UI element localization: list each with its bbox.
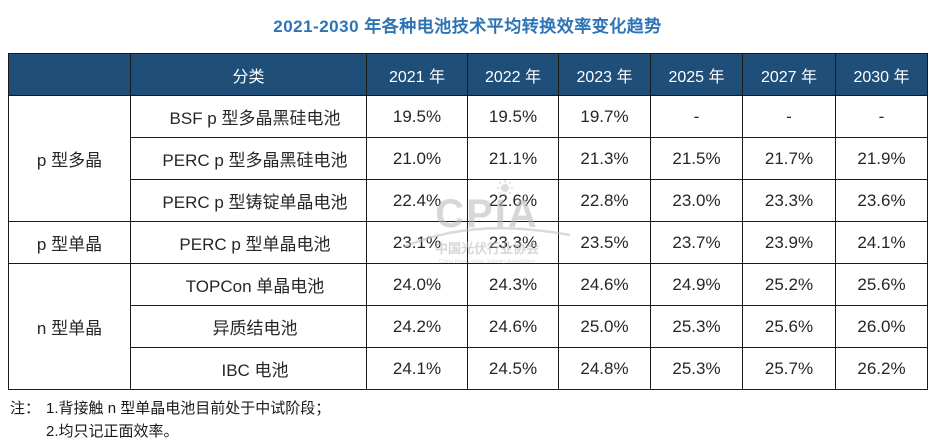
value-cell: 26.2% (835, 347, 928, 390)
value-cell: 22.4% (366, 179, 468, 222)
value-cell: 24.5% (467, 347, 559, 390)
value-cell: 25.0% (558, 305, 651, 348)
value-cell: 19.5% (366, 95, 468, 138)
value-cell: 24.6% (558, 263, 651, 306)
value-cell: 25.3% (650, 347, 743, 390)
header-year-2021: 2021 年 (366, 53, 468, 96)
category-cell: PERC p 型多晶黑硅电池 (130, 137, 367, 180)
value-cell: 21.7% (742, 137, 836, 180)
value-cell: 26.0% (835, 305, 928, 348)
value-cell: 23.9% (742, 221, 836, 264)
value-cell: 22.6% (467, 179, 559, 222)
category-cell: 异质结电池 (130, 305, 367, 348)
value-cell: 22.8% (558, 179, 651, 222)
header-year-2025: 2025 年 (650, 53, 743, 96)
value-cell: - (742, 95, 836, 138)
table-row: PERC p 型铸锭单晶电池 22.4% 22.6% 22.8% 23.0% 23.3% 2… (9, 179, 928, 222)
category-cell: BSF p 型多晶黑硅电池 (130, 95, 367, 138)
category-cell: TOPCon 单晶电池 (130, 263, 367, 306)
table-header-row: 分类 2021 年 2022 年 2023 年 2025 年 2027 年 20… (8, 53, 928, 96)
category-cell: PERC p 型单晶电池 (130, 221, 367, 264)
group-cell: n 型单晶 (8, 263, 131, 390)
header-year-2022: 2022 年 (467, 53, 559, 96)
header-year-2023: 2023 年 (558, 53, 651, 96)
footnote-line-1: 1.背接触 n 型单晶电池目前处于中试阶段； (46, 400, 331, 417)
table-body: p 型多晶 BSF p 型多晶黑硅电池 19.5% 19.5% 19.7% - - - PERC… (8, 95, 928, 390)
table-row: n 型单晶 TOPCon 单晶电池 24.0% 24.3% 24.6% 24.9% 25.2… (8, 263, 928, 390)
footnote-line-2: 2.均只记正面效率。 (46, 423, 179, 440)
value-cell: - (835, 95, 928, 138)
table-row: IBC 电池 24.1% 24.5% 24.8% 25.3% 25.7% 26.2% (9, 347, 928, 390)
value-cell: 19.7% (558, 95, 651, 138)
value-cell: 25.6% (742, 305, 836, 348)
table-row: PERC p 型多晶黑硅电池 21.0% 21.1% 21.3% 21.5% 21.7% 2… (9, 137, 928, 180)
value-cell: 23.6% (835, 179, 928, 222)
group-cell: p 型单晶 (8, 221, 131, 264)
category-cell: IBC 电池 (130, 347, 367, 390)
value-cell: 24.1% (366, 347, 468, 390)
value-cell: 24.6% (467, 305, 559, 348)
value-cell: 25.2% (742, 263, 836, 306)
value-cell: 24.0% (366, 263, 468, 306)
footnote-lines: 1.背接触 n 型单晶电池目前处于中试阶段； 2.均只记正面效率。 (46, 397, 330, 443)
value-cell: 24.3% (467, 263, 559, 306)
table-row: p 型单晶 PERC p 型单晶电池 23.1% 23.3% 23.5% 23.7% 23.… (8, 221, 928, 264)
value-cell: 21.1% (467, 137, 559, 180)
table-row: p 型多晶 BSF p 型多晶黑硅电池 19.5% 19.5% 19.7% - - - (8, 95, 928, 222)
table-row: 异质结电池 24.2% 24.6% 25.0% 25.3% 25.6% 26.0% (9, 305, 928, 348)
value-cell: 21.0% (366, 137, 468, 180)
value-cell: 24.1% (835, 221, 928, 264)
category-cell: PERC p 型铸锭单晶电池 (130, 179, 367, 222)
value-cell: 21.9% (835, 137, 928, 180)
value-cell: 19.5% (467, 95, 559, 138)
value-cell: 25.7% (742, 347, 836, 390)
value-cell: 23.0% (650, 179, 743, 222)
header-year-2027: 2027 年 (742, 53, 836, 96)
page-title: 2021-2030 年各种电池技术平均转换效率变化趋势 (273, 17, 662, 36)
value-cell: 23.5% (558, 221, 651, 264)
header-year-2030: 2030 年 (835, 53, 928, 96)
value-cell: 21.3% (558, 137, 651, 180)
value-cell: 24.9% (650, 263, 743, 306)
group-cell: p 型多晶 (8, 95, 131, 222)
value-cell: 23.7% (650, 221, 743, 264)
footnotes: 注： 1.背接触 n 型单晶电池目前处于中试阶段； 2.均只记正面效率。 (10, 397, 330, 443)
value-cell: 24.2% (366, 305, 468, 348)
value-cell: - (650, 95, 743, 138)
header-category: 分类 (130, 53, 367, 96)
value-cell: 23.3% (742, 179, 836, 222)
value-cell: 24.8% (558, 347, 651, 390)
efficiency-table: 分类 2021 年 2022 年 2023 年 2025 年 2027 年 20… (8, 53, 928, 390)
value-cell: 21.5% (650, 137, 743, 180)
footnote-prefix: 注： (10, 400, 41, 417)
value-cell: 23.1% (366, 221, 468, 264)
value-cell: 25.3% (650, 305, 743, 348)
value-cell: 25.6% (835, 263, 928, 306)
value-cell: 23.3% (467, 221, 559, 264)
header-group-blank (8, 53, 131, 96)
